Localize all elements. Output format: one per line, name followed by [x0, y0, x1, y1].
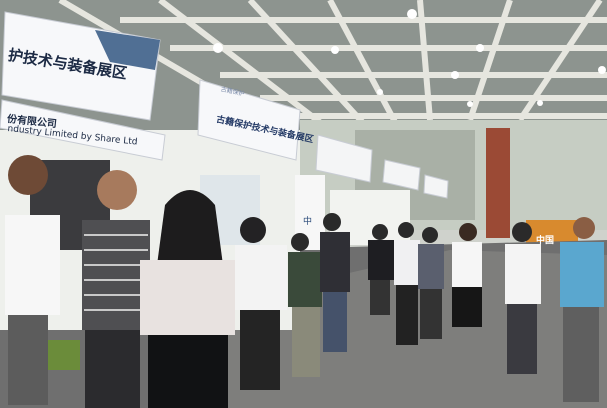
column: [486, 128, 510, 238]
booth-side-text: 中: [303, 217, 313, 227]
visitors: [5, 155, 604, 408]
ceiling-grid: [58, 0, 607, 143]
booth-banner-3: [315, 134, 373, 183]
ceiling-lights: [213, 9, 606, 107]
booth-banner-2: [197, 79, 301, 161]
booth-banner-5: [423, 174, 449, 199]
company-banner: [0, 99, 166, 161]
banner-accent: [95, 30, 160, 70]
far-sign-text: 中国: [536, 236, 555, 246]
booth-banner-4: [382, 159, 421, 191]
